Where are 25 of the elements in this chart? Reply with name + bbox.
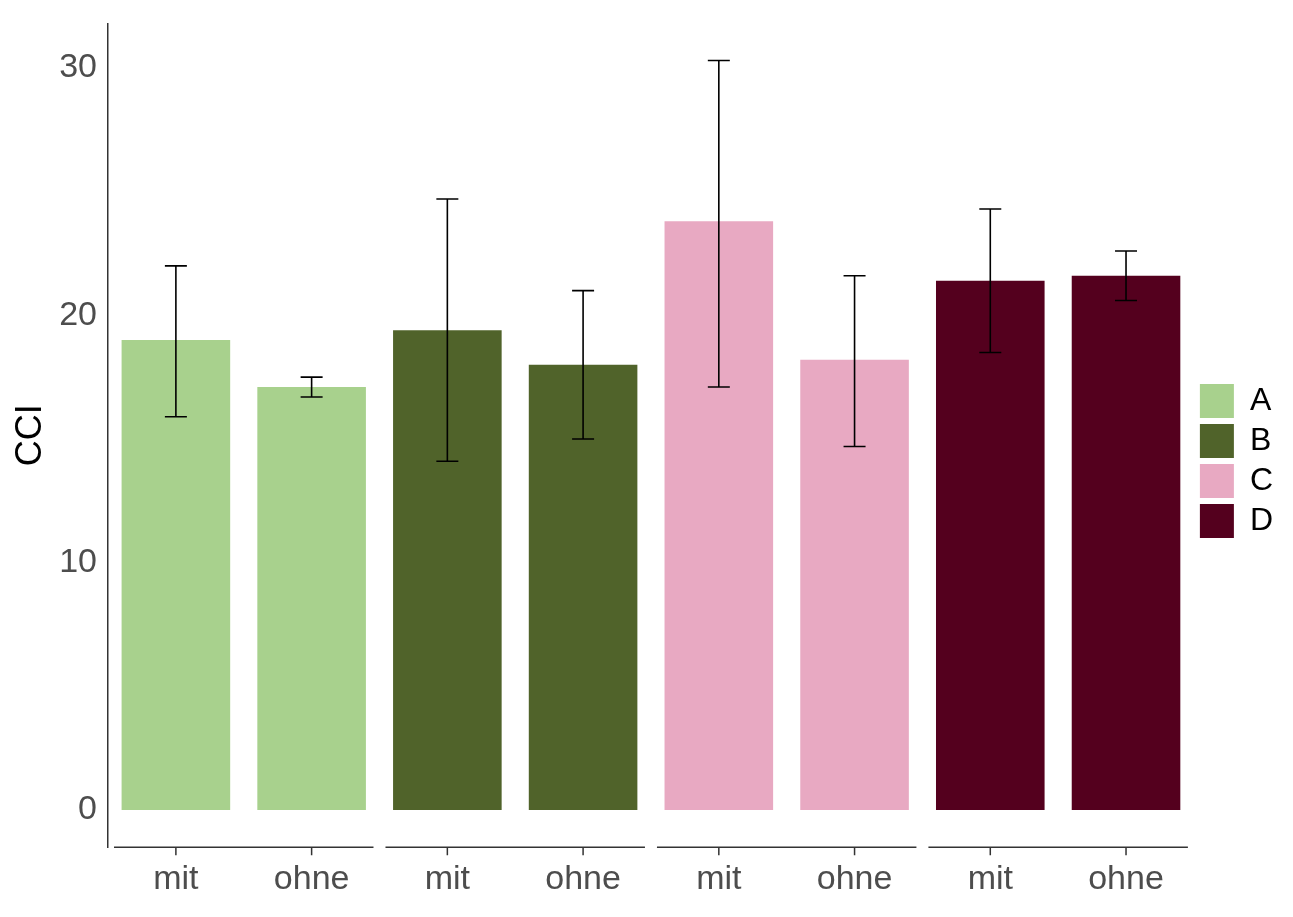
x-tick-label: ohne xyxy=(545,857,621,896)
bar xyxy=(121,340,231,811)
x-tick-label: ohne xyxy=(1088,857,1164,896)
legend-label: B xyxy=(1249,420,1272,457)
y-tick-label: 30 xyxy=(59,46,98,85)
y-tick-label: 10 xyxy=(59,541,98,580)
x-tick-label: ohne xyxy=(816,857,893,896)
legend-label: D xyxy=(1249,500,1273,537)
bar xyxy=(393,330,502,811)
y-tick-label: 0 xyxy=(78,788,98,827)
bar xyxy=(936,280,1045,811)
legend-label: C xyxy=(1249,460,1273,497)
x-tick-label: mit xyxy=(696,857,743,896)
x-tick-label: mit xyxy=(153,857,200,896)
x-tick-label: mit xyxy=(424,857,471,896)
bar xyxy=(664,221,774,811)
bar xyxy=(257,387,366,811)
y-axis-title: CCI xyxy=(7,404,49,467)
legend-label: A xyxy=(1249,380,1272,417)
x-tick-label: ohne xyxy=(273,857,350,896)
bar xyxy=(528,364,638,811)
x-tick-label: mit xyxy=(967,857,1014,896)
bar xyxy=(1071,275,1181,811)
bar xyxy=(800,359,909,811)
y-tick-label: 20 xyxy=(59,293,98,332)
